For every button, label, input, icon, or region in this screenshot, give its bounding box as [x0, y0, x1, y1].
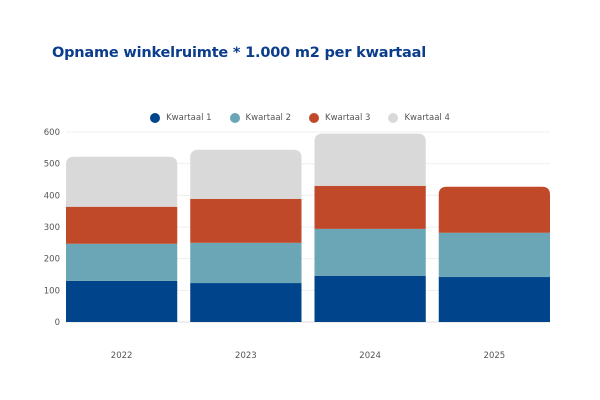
bar-2022-q1[interactable] [66, 280, 178, 322]
y-tick-label: 400 [44, 191, 60, 201]
y-tick-label: 300 [44, 223, 60, 233]
x-tick-label: 2025 [484, 351, 506, 361]
chart-title: Opname winkelruimte * 1.000 m2 per kwart… [52, 45, 426, 61]
bar-2024-q4[interactable] [314, 133, 426, 186]
legend-swatch [150, 113, 161, 123]
legend-swatch [388, 113, 399, 123]
legend-swatch [229, 113, 240, 123]
legend-item-1[interactable]: Kwartaal 1 [150, 113, 212, 123]
y-tick-label: 0 [55, 318, 60, 328]
bar-2023-q1[interactable] [190, 283, 302, 322]
bar-2022-q4[interactable] [66, 156, 178, 207]
bar-2023-q3[interactable] [190, 198, 302, 243]
y-tick-label: 200 [44, 255, 60, 265]
bar-2023-q2[interactable] [190, 242, 302, 284]
x-tick-label: 2024 [359, 351, 381, 361]
x-tick-label: 2022 [111, 351, 133, 361]
bar-2024-q2[interactable] [314, 228, 426, 276]
legend-label: Kwartaal 4 [404, 113, 450, 123]
legend-label: Kwartaal 1 [166, 113, 212, 123]
bar-2022-q3[interactable] [66, 206, 178, 244]
legend-item-4[interactable]: Kwartaal 4 [388, 113, 450, 123]
y-tick-label: 500 [44, 160, 60, 170]
legend-item-3[interactable]: Kwartaal 3 [309, 113, 370, 123]
y-tick-label: 600 [44, 128, 60, 138]
x-tick-label: 2023 [235, 351, 257, 361]
bar-2024-q3[interactable] [314, 185, 426, 229]
bar-2025-q2[interactable] [438, 232, 550, 278]
y-tick-label: 100 [44, 286, 60, 296]
legend: Kwartaal 1 Kwartaal 2 Kwartaal 3 Kwartaal 4 [0, 113, 600, 123]
bar-2025-q3[interactable] [438, 186, 550, 233]
bar-2022-q2[interactable] [66, 243, 178, 281]
legend-label: Kwartaal 2 [245, 113, 291, 123]
legend-label: Kwartaal 3 [325, 113, 371, 123]
legend-item-2[interactable]: Kwartaal 2 [229, 113, 291, 123]
bar-2023-q4[interactable] [190, 149, 302, 199]
bar-2024-q1[interactable] [314, 275, 426, 322]
legend-swatch [309, 113, 319, 123]
bar-2025-q1[interactable] [438, 277, 550, 322]
